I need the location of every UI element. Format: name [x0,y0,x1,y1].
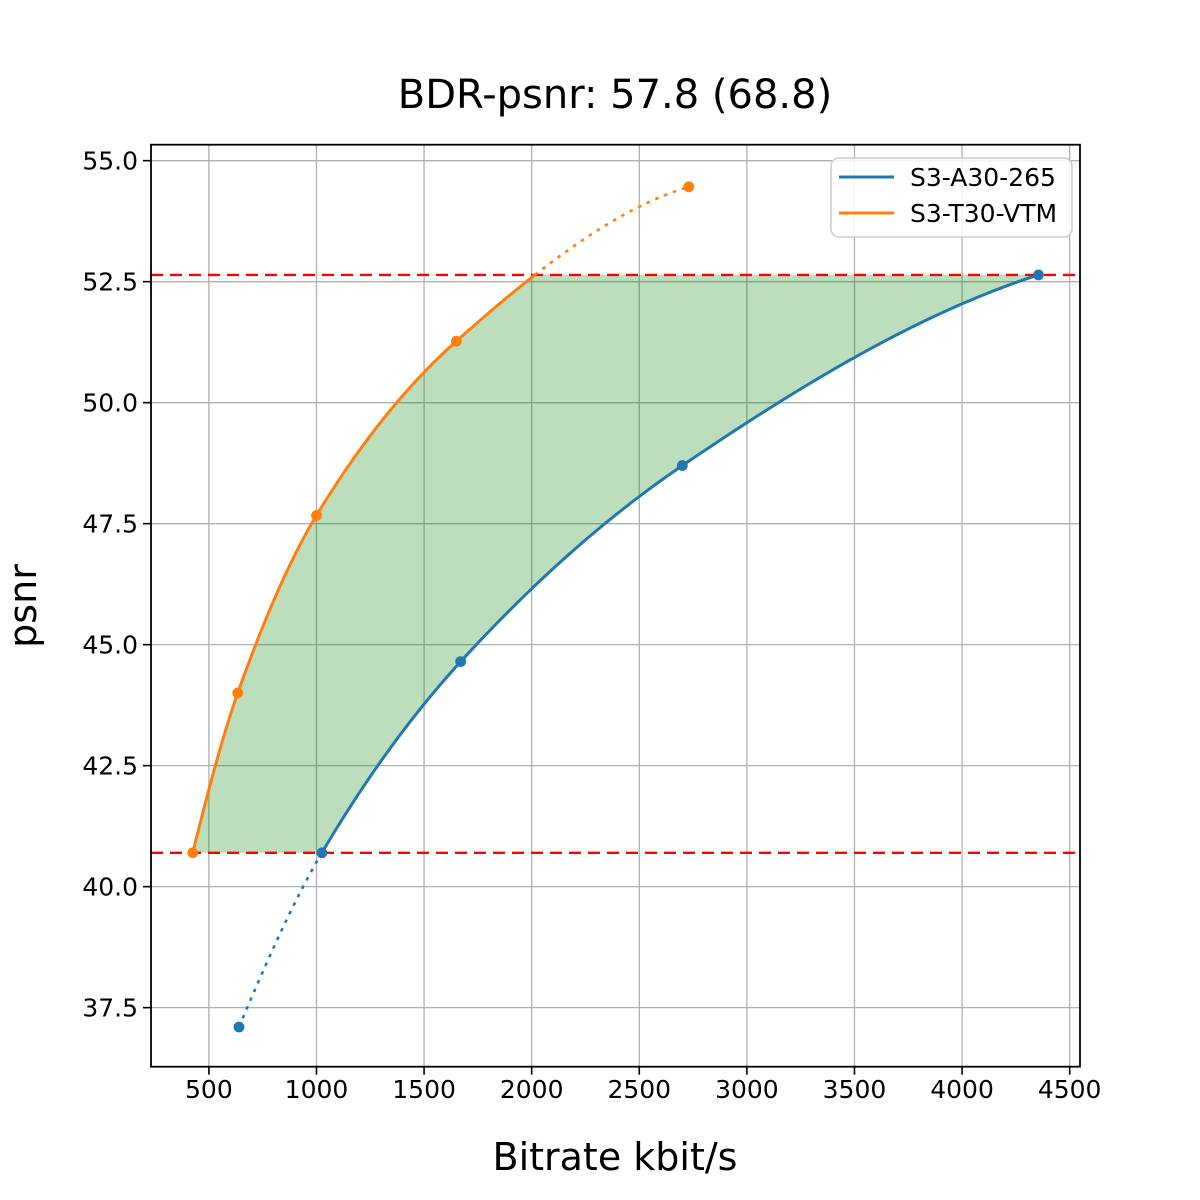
y-tick-label: 55.0 [82,147,138,176]
data-point-S3-T30-VTM [311,510,322,521]
y-tick-label: 52.5 [82,268,138,297]
x-tick-label: 2500 [607,1075,671,1104]
data-point-S3-A30-265 [455,656,467,668]
x-tick-label: 4000 [930,1075,994,1104]
curve-dotted-S3-T30-VTM [534,185,690,276]
data-point-S3-T30-VTM [187,847,199,859]
data-point-S3-A30-265 [1033,269,1044,281]
data-point-S3-T30-VTM [450,335,462,347]
legend: S3-A30-265 S3-T30-VTM [830,157,1073,238]
x-tick-label: 4500 [1038,1075,1102,1104]
y-tick-label: 45.0 [82,631,138,660]
data-point-S3-A30-265 [676,460,688,471]
x-tick-label: 1000 [285,1075,349,1104]
data-point-S3-T30-VTM [683,181,695,193]
axes-spines [150,143,1081,1068]
legend-label: S3-A30-265 [910,163,1056,192]
y-tick-label: 37.5 [82,994,138,1023]
legend-label: S3-T30-VTM [910,199,1057,228]
curve-dotted-S3-A30-265 [237,852,323,1028]
y-tick-label: 47.5 [82,510,138,539]
data-point-markers [187,181,1044,1033]
y-tick-label: 40.0 [82,873,138,902]
y-tick-label: 42.5 [82,752,138,781]
y-tick-label: 50.0 [82,389,138,418]
data-point-S3-A30-265 [316,847,328,859]
gridlines [151,144,1080,1067]
overlap-region [192,274,1039,853]
rd-curves [191,185,1040,1028]
data-point-S3-T30-VTM [232,687,244,699]
x-tick-label: 500 [185,1075,233,1104]
data-point-S3-A30-265 [233,1021,245,1033]
overlap-region-fill [192,274,1039,853]
x-tick-label: 1500 [392,1075,456,1104]
curve-S3-A30-265 [320,273,1040,855]
psnr-bound-lines [151,273,1080,854]
x-tick-label: 3500 [823,1075,887,1104]
axis-ticks: 500 1000 1500 2000 2500 3000 3500 4000 4500 37.5 4… [82,147,1101,1104]
chart-title: BDR-psnr: 57.8 (68.8) [398,72,832,118]
x-tick-label: 2000 [500,1075,564,1104]
x-axis-label: Bitrate kbit/s [493,1135,738,1179]
x-tick-label: 3000 [715,1075,779,1104]
y-axis-label: psnr [1,564,45,648]
curve-S3-T30-VTM [191,273,537,855]
axes-frame [150,143,1081,1068]
